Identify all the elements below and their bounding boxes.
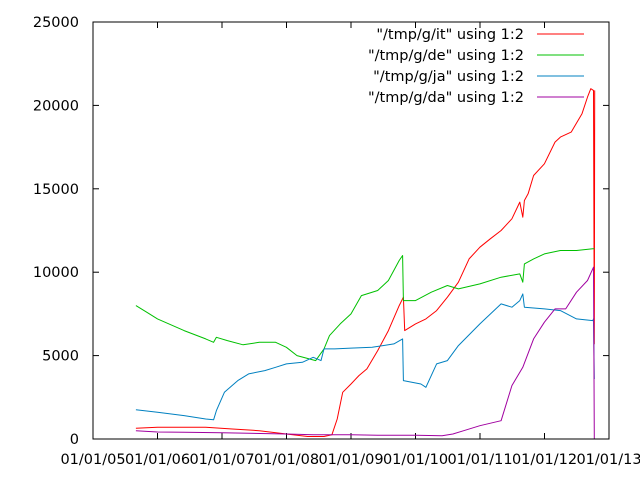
legend: "/tmp/g/it" using 1:2 "/tmp/g/de" using 1… <box>368 27 584 106</box>
y-axis: 0 5000 10000 15000 20000 25000 <box>33 15 609 448</box>
x-tick-label: 01/01/06 <box>125 452 190 468</box>
series-line-0 <box>135 88 596 437</box>
legend-label: "/tmp/g/da" using 1:2 <box>368 90 524 106</box>
series-layer <box>135 88 596 440</box>
x-tick-label: 01/01/05 <box>60 452 125 468</box>
x-tick-label: 01/01/08 <box>254 452 319 468</box>
legend-label: "/tmp/g/it" using 1:2 <box>376 27 524 43</box>
x-tick-label: 01/01/12 <box>512 452 577 468</box>
x-tick-label: 01/01/13 <box>576 452 640 468</box>
x-axis: 01/01/05 01/01/06 01/01/07 01/01/08 01/01/09… <box>60 22 640 468</box>
series-line-2 <box>135 293 595 421</box>
y-tick-label: 10000 <box>33 265 79 281</box>
x-tick-label: 01/01/10 <box>383 452 448 468</box>
y-tick-label: 25000 <box>33 15 79 31</box>
y-tick-label: 0 <box>70 432 79 448</box>
x-tick-label: 01/01/07 <box>189 452 254 468</box>
x-tick-label: 01/01/11 <box>447 452 512 468</box>
legend-label: "/tmp/g/ja" using 1:2 <box>373 69 524 85</box>
plot-frame <box>92 21 610 440</box>
legend-label: "/tmp/g/de" using 1:2 <box>368 48 524 64</box>
y-tick-label: 5000 <box>42 349 79 365</box>
y-tick-label: 15000 <box>33 182 79 198</box>
series-line-1 <box>135 248 595 362</box>
x-tick-label: 01/01/09 <box>318 452 383 468</box>
y-tick-label: 20000 <box>33 98 79 114</box>
series-line-3 <box>135 266 595 440</box>
